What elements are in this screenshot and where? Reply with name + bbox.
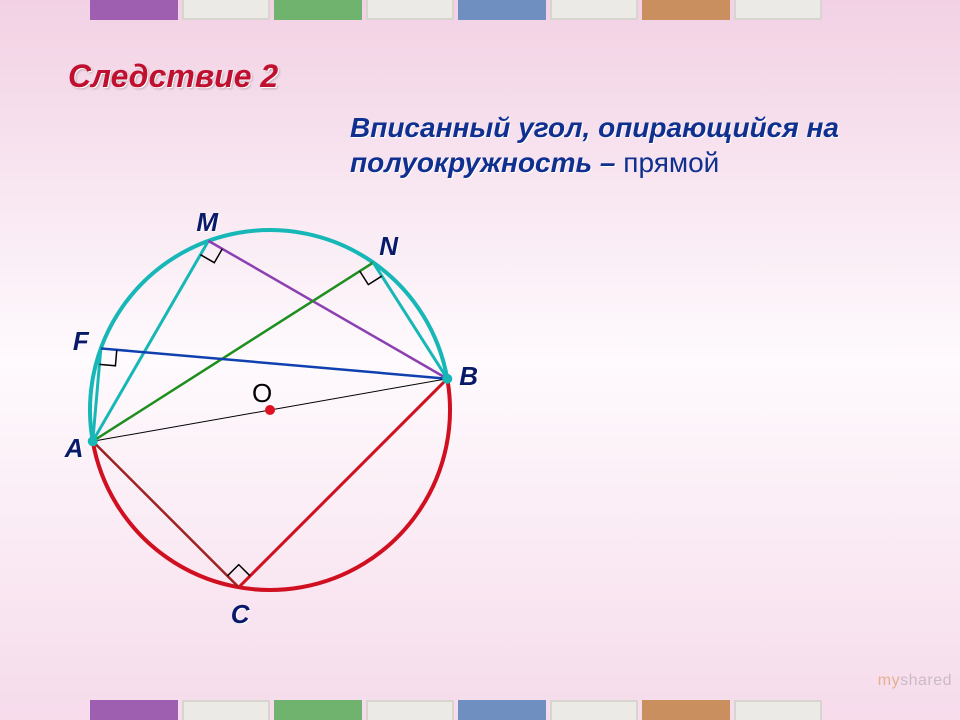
decor-bar (274, 700, 362, 720)
decor-bar (274, 0, 362, 20)
label-O: O (252, 378, 272, 409)
point-B (442, 374, 452, 384)
diagram-svg (60, 200, 480, 620)
decor-bar (182, 700, 270, 720)
slide: Следствие 2 Вписанный угол, опирающийся … (0, 0, 960, 720)
decor-bar (182, 0, 270, 20)
label-A: A (65, 433, 84, 464)
decor-bar (366, 0, 454, 20)
watermark-rest: shared (900, 672, 952, 689)
decor-bar (734, 0, 822, 20)
chord-AC (93, 441, 239, 587)
decor-bar (642, 700, 730, 720)
slide-title: Следствие 2 (68, 58, 278, 95)
chord-NB (373, 263, 447, 379)
decor-bar (458, 0, 546, 20)
right-angle-F (99, 350, 116, 366)
decor-bar (90, 700, 178, 720)
bottom-decor-bars (90, 700, 822, 720)
point-A (88, 436, 98, 446)
circle-diagram: ABMNFCO (60, 200, 480, 620)
decor-bar (550, 0, 638, 20)
theorem-bold: Вписанный угол, опирающийся на полуокруж… (350, 112, 839, 178)
decor-bar (90, 0, 178, 20)
label-N: N (379, 231, 398, 262)
label-C: C (231, 599, 250, 630)
label-F: F (73, 326, 89, 357)
label-B: B (459, 361, 478, 392)
right-angle-C (227, 565, 250, 576)
theorem-text: Вписанный угол, опирающийся на полуокруж… (350, 110, 910, 180)
chord-AM (93, 241, 209, 441)
decor-bar (458, 700, 546, 720)
watermark-my: my (878, 672, 900, 689)
watermark: myshared (878, 672, 952, 690)
chord-FB (101, 348, 447, 378)
decor-bar (550, 700, 638, 720)
chord-MB (208, 241, 447, 379)
top-decor-bars (90, 0, 822, 20)
decor-bar (642, 0, 730, 20)
theorem-tail: прямой (616, 147, 720, 178)
label-M: M (196, 207, 218, 238)
decor-bar (734, 700, 822, 720)
decor-bar (366, 700, 454, 720)
